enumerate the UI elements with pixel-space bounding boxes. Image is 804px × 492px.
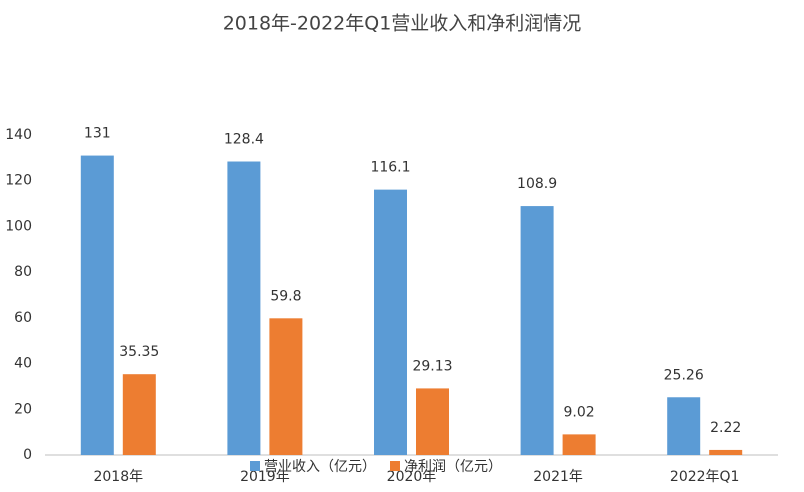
- data-label: 59.8: [270, 288, 301, 304]
- x-tick-label: 2018年: [93, 469, 143, 485]
- data-label: 116.1: [370, 160, 410, 176]
- data-label: 128.4: [224, 132, 264, 148]
- data-label: 131: [84, 126, 111, 142]
- bar: [269, 318, 303, 455]
- x-tick-label: 2022年Q1: [670, 469, 740, 485]
- data-label: 25.26: [664, 367, 704, 383]
- bar: [709, 449, 743, 455]
- legend-swatch: [250, 461, 260, 471]
- bar: [520, 206, 554, 455]
- data-label: 9.02: [564, 404, 595, 420]
- y-tick-label: 80: [14, 264, 32, 280]
- x-tick-label: 2020年: [387, 469, 437, 485]
- data-label: 29.13: [412, 358, 452, 374]
- y-tick-label: 120: [5, 173, 32, 189]
- legend-swatch: [390, 461, 400, 471]
- bar: [416, 388, 449, 455]
- data-label: 2.22: [710, 420, 741, 436]
- legend-label: 营业收入（亿元）: [264, 459, 376, 475]
- legend-label: 净利润（亿元）: [404, 459, 502, 475]
- bar: [80, 155, 114, 456]
- data-label: 108.9: [517, 176, 557, 192]
- x-tick-label: 2019年: [240, 469, 290, 485]
- y-tick-label: 0: [23, 447, 32, 463]
- y-tick-label: 60: [14, 310, 32, 326]
- x-tick-label: 2021年: [533, 469, 583, 485]
- bar: [562, 434, 596, 455]
- y-tick-label: 140: [5, 127, 32, 143]
- chart-title: 2018年-2022年Q1营业收入和净利润情况: [223, 13, 582, 35]
- y-tick-label: 40: [14, 356, 32, 372]
- data-label: 35.35: [119, 344, 159, 360]
- bar: [667, 397, 701, 455]
- bar: [122, 374, 156, 455]
- y-tick-label: 20: [14, 401, 32, 417]
- bar: [227, 161, 261, 455]
- y-tick-label: 100: [5, 218, 32, 234]
- bar: [374, 189, 407, 455]
